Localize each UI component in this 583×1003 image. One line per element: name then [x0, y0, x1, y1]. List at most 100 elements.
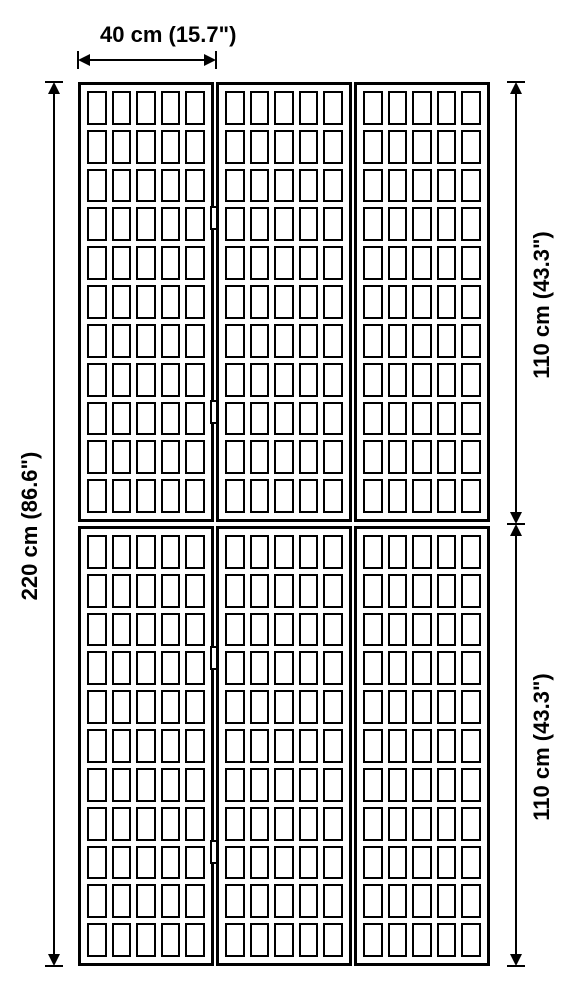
panel-cell: [87, 884, 107, 918]
panel-cell: [363, 846, 383, 880]
panel-cell: [437, 613, 457, 647]
panel-cell: [225, 690, 245, 724]
panel-cell: [136, 846, 156, 880]
panel-cell: [185, 285, 205, 319]
panel-cell: [412, 130, 432, 164]
panel-cell: [185, 207, 205, 241]
panel-cell: [136, 285, 156, 319]
panel-cell: [136, 651, 156, 685]
panel-cell: [274, 479, 294, 513]
panel-cell: [299, 729, 319, 763]
panel-cell: [136, 169, 156, 203]
panel-cell: [112, 923, 132, 957]
panel-cell: [185, 402, 205, 436]
panel-cell: [388, 651, 408, 685]
panel-cell: [461, 729, 481, 763]
panel-cell: [274, 246, 294, 280]
panel-cell: [363, 884, 383, 918]
panel-cell: [112, 690, 132, 724]
panel-cell: [323, 574, 343, 608]
panel-cell: [112, 440, 132, 474]
panel-cell: [161, 613, 181, 647]
panel-cell: [412, 690, 432, 724]
panel-cell: [412, 923, 432, 957]
panel-cell: [274, 690, 294, 724]
dim-label-top-width: 40 cm (15.7"): [100, 22, 236, 48]
panel-cell: [437, 246, 457, 280]
panel-cell: [161, 846, 181, 880]
dim-arrow-right-upper: [515, 94, 517, 512]
panel-cell: [274, 535, 294, 569]
panel-cell: [225, 363, 245, 397]
panel-cell: [225, 651, 245, 685]
panel-cell: [136, 479, 156, 513]
panel-cell: [250, 130, 270, 164]
panel-cell: [323, 324, 343, 358]
dim-label-right-lower: 110 cm (43.3"): [529, 647, 555, 847]
panel-cell: [136, 613, 156, 647]
panel-cell: [225, 535, 245, 569]
arrowhead-up: [510, 524, 522, 536]
panel-cell: [388, 169, 408, 203]
panel-cell: [87, 690, 107, 724]
panel-cell: [250, 324, 270, 358]
panel-cell: [87, 169, 107, 203]
panel-cell: [274, 651, 294, 685]
panel-cell: [363, 535, 383, 569]
panel-cell: [299, 574, 319, 608]
panel-cell: [161, 169, 181, 203]
panel-cell: [412, 729, 432, 763]
hinge: [210, 400, 218, 424]
panel-cell: [225, 807, 245, 841]
screen-panel: [354, 82, 490, 522]
panel-cell: [323, 130, 343, 164]
panel-cell: [323, 91, 343, 125]
panel-cell: [112, 884, 132, 918]
panel-cell: [161, 651, 181, 685]
panel-cell: [412, 402, 432, 436]
panel-cell: [112, 479, 132, 513]
panel-cell: [323, 729, 343, 763]
screen-panel: [216, 82, 352, 522]
panel-cell: [87, 923, 107, 957]
panel-cell: [136, 440, 156, 474]
panel-cell: [112, 402, 132, 436]
panel-cell: [136, 729, 156, 763]
panel-cell: [250, 923, 270, 957]
panel-cell: [185, 324, 205, 358]
panel-cell: [185, 479, 205, 513]
panel-cell: [323, 285, 343, 319]
panel-cell: [87, 479, 107, 513]
panel-cell: [437, 324, 457, 358]
dim-tick: [507, 81, 525, 83]
panel-cell: [185, 363, 205, 397]
panel-cell: [323, 363, 343, 397]
panel-cell: [87, 285, 107, 319]
panel-cell: [136, 768, 156, 802]
panel-cell: [185, 130, 205, 164]
panel-cell: [412, 807, 432, 841]
panel-cell: [185, 923, 205, 957]
panel-cell: [161, 324, 181, 358]
panel-cell: [461, 690, 481, 724]
panel-cell: [299, 402, 319, 436]
panel-cell: [274, 807, 294, 841]
panel-cell: [136, 574, 156, 608]
panel-cell: [363, 613, 383, 647]
panel-cell: [437, 690, 457, 724]
panel-cell: [250, 729, 270, 763]
panel-cell: [112, 651, 132, 685]
panel-cell: [363, 169, 383, 203]
panel-cell: [363, 690, 383, 724]
panel-cell: [412, 440, 432, 474]
panel-cell: [250, 246, 270, 280]
panel-cell: [461, 535, 481, 569]
panel-cell: [185, 729, 205, 763]
panel-cell: [388, 574, 408, 608]
panel-cell: [112, 246, 132, 280]
panel-cell: [388, 884, 408, 918]
arrowhead-left: [78, 54, 90, 66]
panel-cell: [185, 846, 205, 880]
panel-cell: [437, 363, 457, 397]
panel-cell: [363, 651, 383, 685]
